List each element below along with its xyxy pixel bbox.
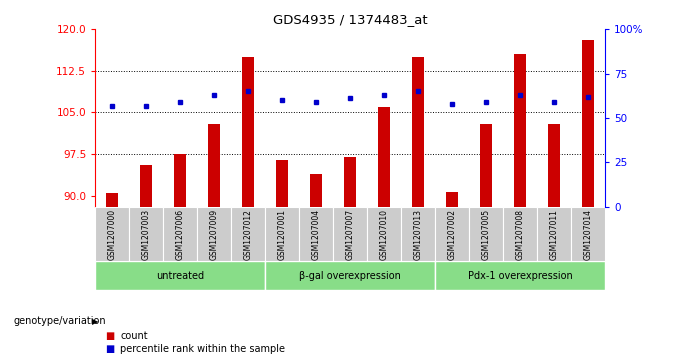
Bar bbox=[197, 207, 231, 261]
Text: GSM1207009: GSM1207009 bbox=[209, 209, 219, 260]
Text: GSM1207004: GSM1207004 bbox=[311, 209, 321, 260]
Bar bbox=[548, 123, 560, 207]
Text: GSM1207012: GSM1207012 bbox=[243, 209, 253, 260]
Text: GSM1207006: GSM1207006 bbox=[175, 209, 185, 260]
Bar bbox=[95, 261, 265, 290]
Bar bbox=[231, 207, 265, 261]
Bar bbox=[163, 207, 197, 261]
Bar bbox=[503, 207, 537, 261]
Bar bbox=[469, 207, 503, 261]
Text: genotype/variation: genotype/variation bbox=[14, 316, 106, 326]
Bar bbox=[367, 207, 401, 261]
Bar bbox=[571, 207, 605, 261]
Bar bbox=[378, 107, 390, 207]
Bar bbox=[129, 207, 163, 261]
Text: ■: ■ bbox=[105, 331, 115, 341]
Bar bbox=[537, 207, 571, 261]
Bar bbox=[446, 192, 458, 207]
Bar bbox=[401, 207, 435, 261]
Bar bbox=[310, 174, 322, 207]
Text: untreated: untreated bbox=[156, 271, 204, 281]
Bar bbox=[333, 207, 367, 261]
Bar bbox=[582, 40, 594, 207]
Bar bbox=[344, 157, 356, 207]
Text: GSM1207000: GSM1207000 bbox=[107, 209, 117, 260]
Text: GSM1207001: GSM1207001 bbox=[277, 209, 287, 260]
Bar bbox=[412, 57, 424, 207]
Text: GSM1207008: GSM1207008 bbox=[515, 209, 525, 260]
Text: β-gal overexpression: β-gal overexpression bbox=[299, 271, 401, 281]
Text: Pdx-1 overexpression: Pdx-1 overexpression bbox=[468, 271, 573, 281]
Bar bbox=[276, 160, 288, 207]
Bar bbox=[174, 154, 186, 207]
Text: ▶: ▶ bbox=[92, 317, 99, 326]
Bar bbox=[265, 261, 435, 290]
Text: GSM1207013: GSM1207013 bbox=[413, 209, 423, 260]
Text: percentile rank within the sample: percentile rank within the sample bbox=[120, 344, 286, 354]
Text: GSM1207011: GSM1207011 bbox=[549, 209, 559, 260]
Bar bbox=[435, 261, 605, 290]
Bar bbox=[514, 54, 526, 207]
Bar bbox=[95, 207, 129, 261]
Text: GSM1207005: GSM1207005 bbox=[481, 209, 491, 260]
Bar bbox=[140, 165, 152, 207]
Bar bbox=[208, 123, 220, 207]
Bar bbox=[480, 123, 492, 207]
Title: GDS4935 / 1374483_at: GDS4935 / 1374483_at bbox=[273, 13, 428, 26]
Bar bbox=[265, 207, 299, 261]
Bar bbox=[242, 57, 254, 207]
Text: GSM1207010: GSM1207010 bbox=[379, 209, 389, 260]
Bar bbox=[299, 207, 333, 261]
Text: ■: ■ bbox=[105, 344, 115, 354]
Text: GSM1207002: GSM1207002 bbox=[447, 209, 457, 260]
Text: GSM1207007: GSM1207007 bbox=[345, 209, 355, 260]
Text: GSM1207003: GSM1207003 bbox=[141, 209, 151, 260]
Text: count: count bbox=[120, 331, 148, 341]
Bar bbox=[435, 207, 469, 261]
Bar bbox=[106, 193, 118, 207]
Text: GSM1207014: GSM1207014 bbox=[583, 209, 593, 260]
